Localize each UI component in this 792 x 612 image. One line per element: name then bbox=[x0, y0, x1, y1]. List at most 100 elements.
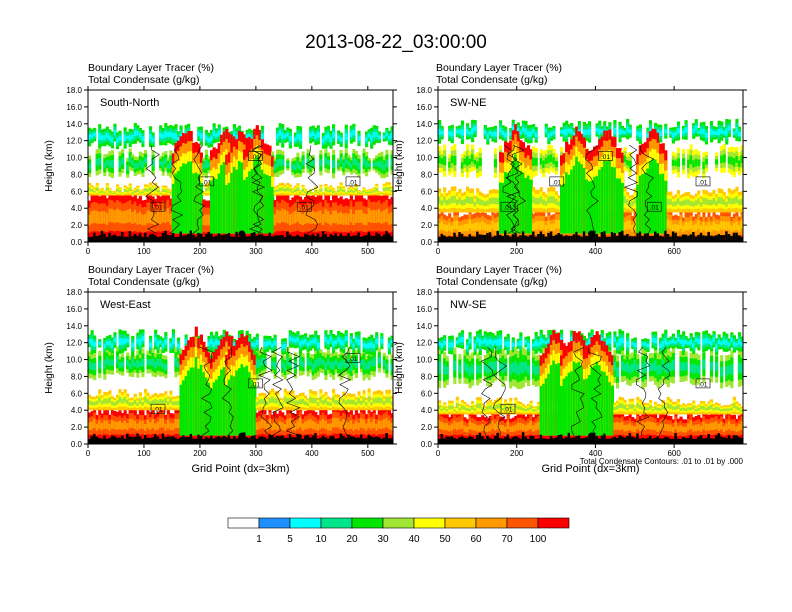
y-tick-label: 2.0 bbox=[71, 423, 83, 432]
colorbar-swatch bbox=[258, 517, 291, 529]
cross-section-south-north: .01 .01 .01 .01 .01 South-North 0.0 2.0 4.0 6.0 8.… bbox=[44, 86, 397, 256]
x-tick-label: 400 bbox=[589, 247, 603, 256]
colorbar-swatch bbox=[475, 517, 508, 529]
condensate-contour bbox=[271, 347, 284, 436]
colorbar-label: 50 bbox=[439, 534, 451, 545]
colorbar-label: 40 bbox=[408, 534, 420, 545]
y-tick-label: 8.0 bbox=[71, 372, 83, 381]
cross-section-west-east: .01 .01 .01 West-East 0.0 2.0 4.0 6.0 8.0 10.0 12.… bbox=[44, 288, 397, 475]
contour-label: .01 bbox=[251, 154, 260, 161]
contour-label: .01 bbox=[650, 205, 659, 212]
contour-label: .01 bbox=[552, 179, 561, 186]
plot-frame bbox=[87, 89, 394, 243]
y-tick-label: 14.0 bbox=[416, 120, 432, 129]
contour-label: .01 bbox=[153, 205, 162, 212]
contour-label: .01 bbox=[202, 179, 211, 186]
cross-section-sw-ne: .01 .01 .01 .01 .01 SW-NE 0.0 2.0 4.0 6.0 8.0 10.0 1… bbox=[394, 86, 747, 256]
x-tick-label: 300 bbox=[249, 247, 263, 256]
x-tick-label: 200 bbox=[510, 247, 524, 256]
colorbar-swatch bbox=[382, 517, 415, 529]
page-title: 2013-08-22_03:00:00 bbox=[305, 32, 487, 53]
contour-label-box bbox=[549, 176, 565, 187]
tracer-subtitle: Boundary Layer Tracer (%) bbox=[88, 62, 215, 74]
y-tick-label: 2.0 bbox=[71, 221, 83, 230]
contour-label-box bbox=[500, 403, 516, 414]
location-marker bbox=[587, 432, 595, 440]
contour-label-box bbox=[199, 176, 215, 187]
x-tick-label: 200 bbox=[193, 449, 207, 458]
condensate-contour bbox=[585, 145, 599, 234]
y-tick-label: 10.0 bbox=[416, 356, 432, 365]
panel-name-box bbox=[96, 94, 160, 110]
condensate-contour bbox=[199, 347, 213, 436]
colorbar-swatch bbox=[320, 517, 353, 529]
x-tick-label: 600 bbox=[667, 247, 681, 256]
tracer-subtitle: Boundary Layer Tracer (%) bbox=[88, 264, 215, 276]
contour-label: .01 bbox=[300, 205, 309, 212]
location-marker bbox=[238, 230, 246, 238]
y-tick-label: 6.0 bbox=[71, 187, 83, 196]
y-tick-label: 18.0 bbox=[416, 288, 432, 297]
y-tick-label: 0.0 bbox=[71, 238, 83, 247]
color-legend-bar: 1 5 10 20 30 40 50 60 70 100 bbox=[227, 517, 570, 545]
condensate-contour bbox=[169, 145, 184, 234]
y-tick-label: 12.0 bbox=[416, 339, 432, 348]
y-tick-label: 14.0 bbox=[416, 322, 432, 331]
condensate-contour bbox=[221, 347, 234, 436]
panel-name: SW-NE bbox=[450, 97, 486, 109]
contour-label: .01 bbox=[601, 154, 610, 161]
condensate-contour bbox=[657, 347, 671, 436]
colorbar-swatch bbox=[413, 517, 446, 529]
colorbar-label: 100 bbox=[530, 534, 547, 545]
colorbar-swatch bbox=[351, 517, 384, 529]
y-tick-label: 0.0 bbox=[421, 238, 433, 247]
x-tick-label: 300 bbox=[249, 449, 263, 458]
condensate-contour bbox=[480, 347, 494, 436]
panel-name-box bbox=[446, 94, 510, 110]
location-marker bbox=[238, 432, 246, 440]
contour-label: .01 bbox=[698, 381, 707, 388]
condensate-subtitle: Total Condensate (g/kg) bbox=[88, 276, 200, 288]
contour-label-box bbox=[345, 176, 361, 187]
x-tick-label: 400 bbox=[305, 247, 319, 256]
condensate-contour bbox=[285, 347, 301, 436]
y-tick-label: 10.0 bbox=[66, 356, 82, 365]
y-tick-label: 8.0 bbox=[421, 170, 433, 179]
plot-frame bbox=[87, 291, 394, 445]
contour-label: .01 bbox=[348, 179, 357, 186]
panel-name: NW-SE bbox=[450, 299, 486, 311]
condensate-subtitle: Total Condensate (g/kg) bbox=[436, 74, 548, 86]
contour-label: .01 bbox=[503, 205, 512, 212]
y-tick-label: 16.0 bbox=[66, 305, 82, 314]
y-tick-label: 6.0 bbox=[421, 389, 433, 398]
y-tick-label: 6.0 bbox=[421, 187, 433, 196]
y-tick-label: 4.0 bbox=[71, 406, 83, 415]
panel-subtitles: Boundary Layer Tracer (%) Total Condensa… bbox=[88, 62, 214, 86]
y-tick-label: 12.0 bbox=[416, 137, 432, 146]
tracer-subtitle: Boundary Layer Tracer (%) bbox=[436, 264, 563, 276]
plot-area: .01 .01 .01 .01 .01 bbox=[438, 90, 743, 242]
condensate-contour bbox=[640, 145, 655, 234]
x-tick-label: 400 bbox=[589, 449, 603, 458]
y-tick-label: 6.0 bbox=[71, 389, 83, 398]
colorbar-swatch bbox=[289, 517, 322, 529]
condensate-contour bbox=[623, 145, 639, 234]
panel-name-box bbox=[96, 296, 160, 312]
colorbar-label: 10 bbox=[315, 534, 327, 545]
plot-frame bbox=[437, 291, 744, 445]
condensate-contour bbox=[338, 347, 352, 436]
condensate-contour bbox=[502, 145, 517, 234]
y-tick-label: 4.0 bbox=[421, 204, 433, 213]
colorbar-swatch bbox=[444, 517, 477, 529]
x-axis-label: Grid Point (dx=3km) bbox=[191, 463, 289, 475]
condensate-contour bbox=[249, 145, 264, 234]
colorbar-label: 70 bbox=[501, 534, 513, 545]
y-tick-label: 16.0 bbox=[416, 103, 432, 112]
panel-name: West-East bbox=[100, 299, 151, 311]
contour-label-box bbox=[150, 403, 166, 414]
plot-area: .01 .01 bbox=[438, 292, 743, 444]
y-tick-label: 4.0 bbox=[421, 406, 433, 415]
y-axis-label: Height (km) bbox=[394, 140, 405, 192]
x-tick-label: 100 bbox=[137, 247, 151, 256]
y-tick-label: 18.0 bbox=[416, 86, 432, 95]
